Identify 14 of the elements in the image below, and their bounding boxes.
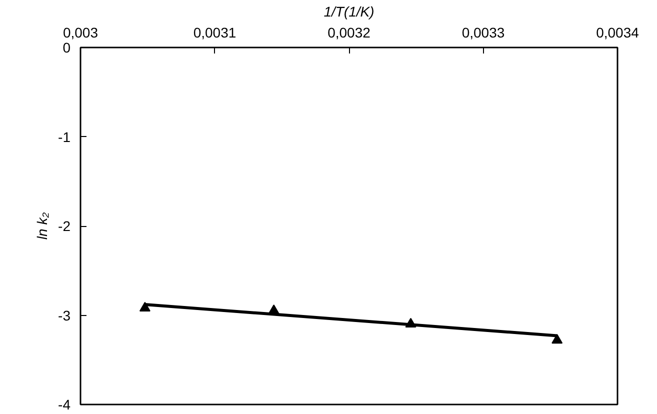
point xyxy=(139,302,150,312)
y-tick-label: -4 xyxy=(58,396,71,412)
x-axis-title: 1/T(1/K) xyxy=(324,4,374,20)
x-tick-label: 0,0031 xyxy=(193,24,236,40)
x-tick-label: 0,0033 xyxy=(462,24,505,40)
x-tick-label: 0,0032 xyxy=(328,24,371,40)
x-tick-label: 0,003 xyxy=(62,24,98,40)
point xyxy=(552,334,563,344)
y-tick-label: -3 xyxy=(58,307,71,324)
y-tick-label: -2 xyxy=(58,218,71,234)
y-tick-label: -1 xyxy=(58,128,71,145)
x-tick-label: 0,0034 xyxy=(596,24,640,40)
y-tick-label: 0 xyxy=(62,40,71,56)
y-axis-title: ln k₂ xyxy=(34,212,50,240)
